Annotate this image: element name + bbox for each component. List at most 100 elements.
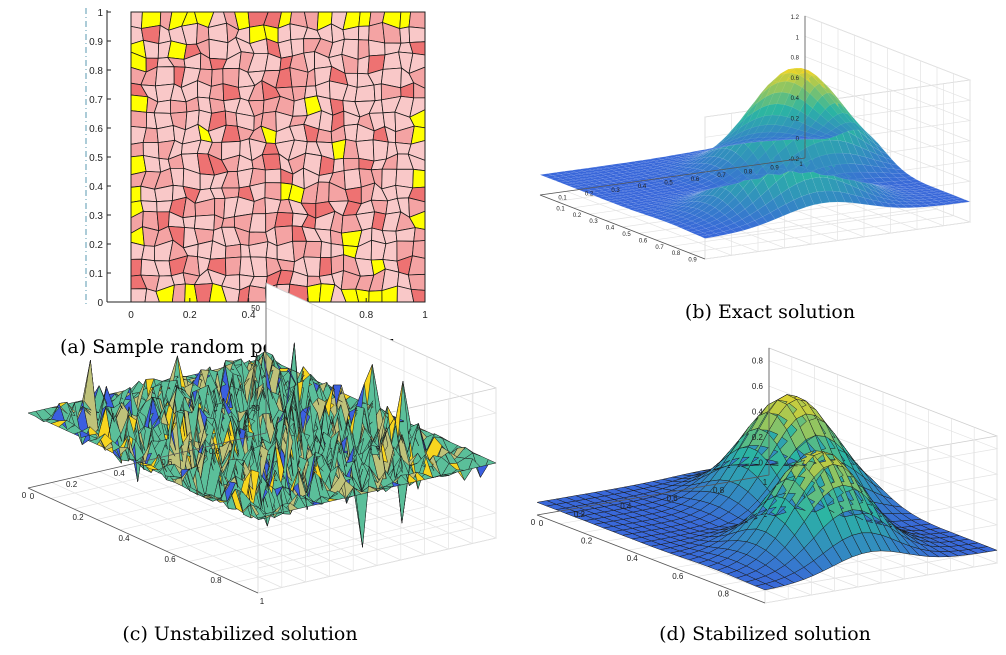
surface-patch bbox=[568, 184, 583, 189]
surface-patch bbox=[937, 191, 951, 196]
mesh-cell bbox=[355, 139, 375, 162]
surface-patch bbox=[751, 115, 765, 129]
z-tick-label: 0.4 bbox=[791, 96, 800, 102]
surface-patch bbox=[855, 136, 870, 152]
y-tick-label: 1 bbox=[799, 162, 803, 168]
y-tick-label: 0.8 bbox=[209, 447, 221, 456]
grid-line bbox=[188, 506, 428, 562]
mesh-cell bbox=[169, 99, 188, 114]
mesh-cell bbox=[156, 125, 176, 144]
surface-patch bbox=[855, 195, 870, 206]
surface-patch bbox=[808, 134, 823, 139]
mesh-cell bbox=[130, 141, 144, 158]
surface-patch bbox=[642, 184, 657, 188]
surface-patch bbox=[862, 129, 876, 144]
surface-patch bbox=[567, 179, 580, 184]
y-tick-label: 1 bbox=[97, 8, 103, 19]
surface-patch bbox=[666, 159, 680, 163]
mesh-cell bbox=[315, 128, 333, 144]
mesh-cell bbox=[130, 11, 143, 29]
surface-patch bbox=[722, 192, 736, 205]
mesh-cell bbox=[320, 241, 332, 258]
surface-patch bbox=[735, 142, 749, 157]
mesh-cell bbox=[357, 25, 370, 41]
surface-patch bbox=[886, 189, 900, 195]
surface-patch bbox=[645, 201, 659, 205]
surface-patch bbox=[917, 191, 931, 195]
mesh-cell bbox=[368, 21, 386, 44]
x-axis: 0.1 0.2 0.3 0.4 0.5 0.6 0.7 0.8 0.9 bbox=[539, 194, 706, 264]
surface-patch bbox=[646, 172, 661, 177]
surface-patch bbox=[584, 182, 598, 186]
y-tick-label: 0.1 bbox=[558, 195, 567, 201]
x-axis-line bbox=[536, 514, 766, 604]
x-tick-label: 0.3 bbox=[589, 219, 598, 225]
surface-patch bbox=[585, 174, 599, 179]
mesh-cell bbox=[221, 216, 235, 228]
z-axis: 0 0.2 0.4 0.6 0.8 bbox=[752, 348, 770, 475]
caption-label: (d) bbox=[659, 623, 687, 645]
surface-patch bbox=[649, 157, 662, 161]
y-tick-label: 0.3 bbox=[611, 188, 620, 194]
y-tick-label: 0.4 bbox=[114, 469, 126, 478]
surface-patch bbox=[825, 130, 840, 137]
x-axis-line bbox=[27, 487, 259, 594]
z-tick-label: 0 bbox=[796, 137, 800, 143]
surface-patch bbox=[673, 202, 686, 207]
surface-patch bbox=[924, 198, 937, 202]
surface-patch bbox=[536, 500, 558, 507]
surface-patch bbox=[859, 131, 873, 147]
surface-patch bbox=[670, 221, 685, 226]
mesh-cell bbox=[315, 181, 330, 204]
mesh-cell bbox=[399, 26, 411, 44]
surface-patch bbox=[677, 188, 692, 193]
mesh-cell bbox=[372, 139, 389, 162]
surface-patch bbox=[583, 190, 597, 194]
x-tick-label: 0.2 bbox=[72, 513, 84, 522]
grid-line bbox=[764, 562, 998, 604]
z-tick-label: 0 bbox=[256, 354, 261, 363]
z-tick-label: 0.8 bbox=[791, 56, 800, 62]
surface-patch bbox=[659, 172, 673, 177]
mesh-cell bbox=[130, 288, 148, 303]
panel-c: -50 0 50 0 0.2 0.4 0.6 0.8 1 0 0.2 0.4 0.6 0.8 1 bbox=[0, 282, 500, 615]
surface-patch bbox=[549, 177, 563, 181]
z-tick-label: 0.8 bbox=[752, 357, 764, 366]
mesh-cell bbox=[261, 153, 282, 171]
mesh-cell bbox=[368, 39, 386, 57]
y-tick-label: 0.6 bbox=[691, 177, 700, 183]
x-tick-label: 1 bbox=[260, 597, 265, 606]
mesh-cell bbox=[318, 155, 335, 176]
surface-patch bbox=[689, 168, 703, 175]
mesh-cell bbox=[368, 290, 383, 303]
mesh-cell bbox=[412, 168, 426, 189]
surface-patch bbox=[743, 118, 757, 132]
mesh-cell bbox=[343, 168, 362, 191]
x-tick-label: 0.9 bbox=[688, 258, 697, 264]
surface-patch bbox=[651, 214, 665, 219]
y-tick-label: 0.6 bbox=[89, 124, 103, 135]
grid-line bbox=[671, 208, 938, 247]
z-tick-label: 1 bbox=[796, 35, 800, 41]
surface-patch bbox=[874, 143, 888, 155]
x-axis-line bbox=[539, 194, 706, 260]
surface-patch bbox=[600, 193, 615, 197]
surface-patch bbox=[908, 179, 923, 184]
z-tick-label: 0.2 bbox=[791, 116, 800, 122]
surface-patch bbox=[624, 189, 638, 194]
surface-patch bbox=[906, 194, 920, 198]
mesh-cell bbox=[247, 285, 267, 303]
z-tick-label: 50 bbox=[251, 304, 260, 313]
mesh-cell bbox=[277, 39, 293, 59]
y-tick-label: 0.3 bbox=[89, 211, 103, 222]
surface-patch bbox=[705, 156, 719, 165]
x-axis: 0 0.2 0.4 0.6 0.8 1 bbox=[27, 487, 265, 606]
y-tick-label: 0.8 bbox=[89, 66, 103, 77]
z-tick-label: 0.6 bbox=[752, 382, 764, 391]
y-tick-label: 1 bbox=[763, 478, 768, 487]
y-tick-label: 0.4 bbox=[620, 502, 632, 511]
surface-patch bbox=[676, 211, 691, 218]
surface-patch bbox=[677, 154, 691, 158]
surface-patch bbox=[704, 195, 719, 205]
x-tick-label: 0 bbox=[539, 519, 544, 528]
